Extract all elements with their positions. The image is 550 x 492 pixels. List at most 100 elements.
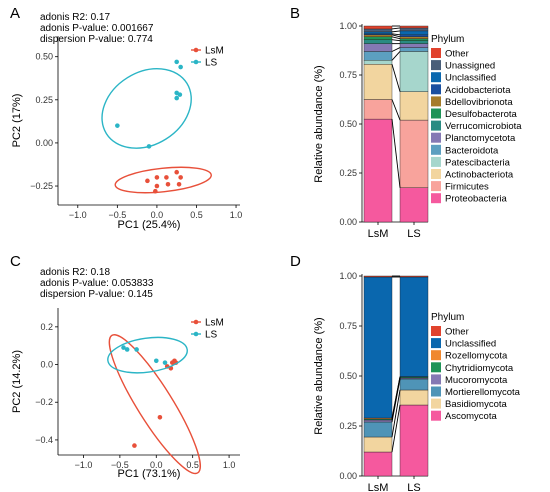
- stacked-bar-segment: [363, 36, 393, 40]
- x-tick-label: 1.0: [230, 210, 243, 220]
- legend-swatch-point: [193, 47, 199, 53]
- y-tick-label: 0.00: [339, 471, 357, 481]
- stacked-bar-segment: [399, 38, 429, 41]
- panel-label: D: [290, 253, 301, 270]
- x-tick-label: LsM: [368, 228, 389, 240]
- connector-line: [391, 51, 401, 61]
- legend-swatch: [431, 338, 441, 349]
- legend-label: Unassigned: [445, 61, 495, 72]
- stacked-bar-segment: [363, 60, 393, 65]
- y-axis-label: Relative abundance (%): [313, 317, 325, 434]
- confidence-ellipse-ls: [101, 68, 192, 149]
- stacked-bar-segment: [363, 31, 393, 35]
- connector-line: [391, 33, 401, 36]
- stacked-bar-segment: [363, 25, 393, 30]
- legend-swatch: [431, 60, 441, 71]
- data-point-ls: [121, 345, 126, 350]
- y-tick-label: 1.00: [339, 271, 357, 281]
- legend-swatch: [431, 96, 441, 107]
- connector-line: [391, 376, 401, 419]
- data-point-lsm: [145, 178, 150, 184]
- stats-line: dispersion P-value: 0.145: [40, 289, 153, 300]
- stacked-bar-segment: [399, 187, 429, 223]
- stacked-bar-segment: [399, 91, 429, 121]
- data-point-ls: [146, 144, 152, 149]
- legend-swatch-point: [193, 319, 199, 325]
- legend-swatch: [431, 169, 441, 179]
- data-point-lsm: [132, 443, 137, 448]
- data-point-lsm: [165, 182, 171, 187]
- data-point-ls: [174, 95, 179, 101]
- stacked-bar-segment: [363, 276, 393, 419]
- legend-swatch: [431, 120, 441, 131]
- stacked-bar-segment: [363, 51, 393, 61]
- stacked-bar-segment: [363, 118, 393, 223]
- x-tick-label: 0.5: [190, 210, 203, 220]
- legend-label: Rozellomycota: [445, 351, 508, 362]
- legend-swatch: [431, 193, 441, 204]
- stats-line: adonis R2: 0.18: [40, 267, 110, 278]
- data-point-ls: [177, 92, 183, 97]
- stacked-bar-segment: [399, 25, 429, 29]
- stacked-bar-segment: [399, 404, 429, 477]
- connector-line: [391, 34, 401, 38]
- stacked-bar-segment: [399, 389, 429, 406]
- y-tick-label: 0.2: [40, 322, 53, 332]
- panel-b: B 0.00 0.25 0.50 0.75 1.00 Relative abundance …: [290, 5, 522, 240]
- connector-line: [391, 27, 401, 30]
- connector-line: [391, 99, 401, 121]
- legend-label: LS: [205, 58, 218, 69]
- x-tick-label: −1.0: [75, 460, 93, 470]
- stats-line: adonis P-value: 0.001667: [40, 23, 154, 34]
- x-tick-label: −1.0: [69, 210, 87, 220]
- legend-swatch: [431, 72, 441, 83]
- legend-label: LS: [205, 330, 218, 341]
- stacked-bar-segment: [363, 39, 393, 44]
- data-point-lsm: [164, 175, 169, 180]
- data-point-lsm: [174, 169, 179, 175]
- legend-label: Proteobacteria: [445, 194, 508, 205]
- y-tick-label: 0.75: [339, 321, 357, 331]
- y-tick-label: 0.00: [35, 138, 53, 148]
- y-axis-label: PC2 (17%): [11, 94, 23, 148]
- legend-title: Phylum: [431, 312, 464, 323]
- data-point-lsm: [176, 182, 182, 187]
- y-tick-label: 0.0: [40, 360, 53, 370]
- confidence-ellipse-lsm: [108, 334, 201, 475]
- legend-label: LsM: [205, 46, 224, 57]
- connector-line: [391, 404, 401, 453]
- legend-label: Unclassified: [445, 339, 496, 350]
- stacked-bar-segment: [363, 436, 393, 453]
- stacked-bar-segment: [363, 419, 393, 423]
- stacked-bar-segment: [363, 34, 393, 37]
- data-point-ls: [178, 64, 183, 70]
- x-tick-label: LS: [407, 482, 420, 492]
- data-point-ls: [174, 59, 179, 65]
- stacked-bar-segment: [399, 27, 429, 32]
- legend-label: Bdellovibrionota: [445, 97, 513, 108]
- legend-title: Phylum: [431, 34, 464, 45]
- y-axis-label: Relative abundance (%): [313, 65, 325, 182]
- legend-label: Unclassified: [445, 73, 496, 84]
- confidence-ellipse-lsm: [114, 166, 212, 194]
- connector-line: [391, 36, 401, 40]
- stacked-bar-segment: [363, 451, 393, 477]
- stacked-bar-segment: [399, 47, 429, 52]
- legend-swatch: [431, 362, 441, 373]
- legend-label: Acidobacteriota: [445, 85, 511, 96]
- legend-swatch: [431, 398, 441, 409]
- legend-swatch: [431, 386, 441, 397]
- legend-label: Other: [445, 49, 469, 60]
- legend-swatch: [431, 350, 441, 361]
- legend-swatch-point: [193, 59, 199, 65]
- legend-swatch: [431, 132, 441, 143]
- legend-label: LsM: [205, 318, 224, 329]
- x-tick-label: 1.0: [223, 460, 236, 470]
- y-tick-label: 0.25: [339, 168, 357, 178]
- legend-label: Actinobacteriota: [445, 170, 514, 181]
- y-tick-label: 0.75: [339, 70, 357, 80]
- data-point-ls: [134, 347, 139, 352]
- y-tick-label: −0.4: [35, 435, 53, 445]
- y-axis-label: PC2 (14.2%): [11, 350, 23, 413]
- confidence-ellipse-ls: [107, 336, 188, 374]
